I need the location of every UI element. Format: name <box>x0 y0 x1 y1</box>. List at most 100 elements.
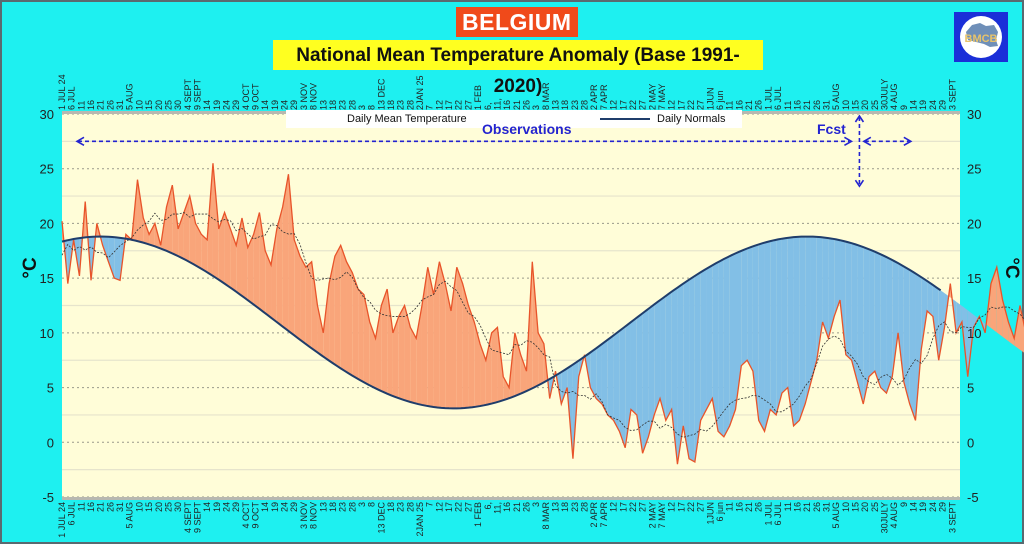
x-tick-label-bottom: 23 <box>338 502 348 512</box>
anomaly-warm-fill <box>503 376 510 401</box>
anomaly-warm-fill <box>149 223 155 247</box>
x-tick-label-top: 8 MAR <box>541 82 551 110</box>
anomaly-warm-fill <box>183 196 190 263</box>
y-tick-label-left: 5 <box>47 381 54 396</box>
x-tick-label-bottom: 27 <box>638 502 648 512</box>
anomaly-cold-fill <box>114 237 121 281</box>
x-tick-label-top: 28 <box>347 100 357 110</box>
anomaly-cold-fill <box>851 243 858 383</box>
x-tick-label-bottom: 31 <box>115 502 125 512</box>
x-tick-label-top: 20 <box>860 100 870 110</box>
x-tick-label-top: 27 <box>696 100 706 110</box>
x-tick-label-top: 18 <box>386 100 396 110</box>
x-tick-label-top: 11 <box>76 101 86 110</box>
x-tick-label-top: 1 FEB <box>473 85 483 110</box>
anomaly-warm-fill <box>230 228 237 292</box>
anomaly-cold-fill <box>683 279 690 459</box>
x-tick-label-bottom: 16 <box>734 502 744 512</box>
x-tick-label-top: 7 APR <box>599 84 609 110</box>
x-tick-label-bottom: 11, <box>492 502 502 514</box>
x-tick-label-top: 25 <box>163 100 173 110</box>
arrow-head-down <box>854 179 865 188</box>
x-tick-label-bottom: 7 APR <box>599 502 609 528</box>
x-tick-label-top: 17 <box>676 100 686 110</box>
chart-title: National Mean Temperature Anomaly (Base … <box>273 40 763 97</box>
period-arrows <box>75 114 913 188</box>
anomaly-cold-fill <box>642 308 649 454</box>
daily-mean-line <box>61 163 1024 465</box>
anomaly-cold-fill <box>648 304 655 437</box>
x-tick-label-bottom: 2JAN 25 <box>415 502 425 537</box>
anomaly-warm-fill <box>305 261 312 349</box>
x-tick-label-bottom: 9 OCT <box>251 502 261 529</box>
anomaly-cold-fill <box>700 268 707 421</box>
x-tick-label-bottom: 10 <box>841 502 851 512</box>
anomaly-cold-fill <box>810 236 817 383</box>
x-tick-label-top: 25 <box>870 100 880 110</box>
legend-box <box>286 110 742 128</box>
anomaly-warm-fill <box>387 289 393 397</box>
anomaly-cold-fill <box>706 265 713 410</box>
anomaly-cold-fill <box>828 238 835 339</box>
x-tick-label-top: 26 <box>105 100 115 110</box>
x-tick-label-bottom: 25 <box>870 502 880 512</box>
x-tick-label-bottom: 21 <box>512 502 522 512</box>
x-tick-label-bottom: 24 <box>928 502 938 512</box>
x-tick-label-top: 13 <box>318 100 328 110</box>
anomaly-cold-fill <box>677 283 684 465</box>
y-tick-label-right: -5 <box>967 490 979 505</box>
x-tick-label-top: 3 <box>357 105 367 110</box>
y-tick-label-right: 30 <box>967 107 981 122</box>
x-tick-label-top: 21 <box>744 100 754 110</box>
x-tick-label-top: 8 <box>367 105 377 110</box>
legend-daily-mean: Daily Mean Temperature <box>347 113 467 125</box>
x-tick-label-bottom: 1 FEB <box>473 502 483 527</box>
x-tick-label-top: 31 <box>821 100 831 110</box>
x-tick-label-bottom: 16 <box>792 502 802 512</box>
anomaly-warm-fill <box>485 332 492 405</box>
anomaly-warm-fill <box>137 179 144 243</box>
x-tick-label-bottom: 23 <box>570 502 580 512</box>
anomaly-warm-fill <box>317 305 324 357</box>
anomaly-cold-fill <box>787 237 794 426</box>
x-tick-label-top: 9 SEPT <box>192 78 202 110</box>
x-tick-label-bottom: 21 <box>96 502 106 512</box>
anomaly-cold-fill <box>596 344 602 404</box>
anomaly-cold-fill <box>857 245 864 404</box>
bmcb-logo-mark: BMCB <box>960 16 1002 58</box>
x-tick-label-top: 2 MAY <box>647 84 657 110</box>
x-tick-label-top: 26 <box>812 100 822 110</box>
x-tick-label-bottom: 29 <box>289 502 299 512</box>
x-tick-label-top: 11 <box>783 101 793 110</box>
anomaly-warm-fill <box>172 185 179 257</box>
x-tick-label-top: 30 <box>173 100 183 110</box>
x-tick-label-top: 16 <box>792 100 802 110</box>
anomaly-cold-fill <box>665 291 672 421</box>
x-tick-label-bottom: 21 <box>744 502 754 512</box>
x-tick-label-bottom: 6 JUL <box>773 502 783 526</box>
anomaly-warm-fill <box>398 305 405 401</box>
y-tick-label-right: 0 <box>967 435 974 450</box>
running-mean-line <box>61 212 1024 438</box>
x-tick-label-bottom: 18 <box>386 502 396 512</box>
x-tick-label-top: 18 <box>328 100 338 110</box>
y-tick-label-right: 20 <box>967 216 981 231</box>
x-tick-label-top: 12 <box>609 100 619 110</box>
x-tick-label-bottom: 21 <box>802 502 812 512</box>
x-tick-label-top: 15 <box>850 100 860 110</box>
anomaly-cold-fill <box>747 246 753 372</box>
y-tick-label-right: 10 <box>967 326 981 341</box>
anomaly-cold-fill <box>607 335 614 421</box>
anomaly-cold-fill <box>712 262 719 432</box>
x-tick-label-bottom: 28 <box>580 502 590 512</box>
x-tick-label-bottom: 22 <box>454 502 464 512</box>
country-title: BELGIUM <box>456 7 578 37</box>
anomaly-cold-fill <box>874 251 881 388</box>
x-tick-label-top: 7 <box>425 105 435 110</box>
anomaly-cold-fill <box>741 248 748 366</box>
x-tick-label-top: 24 <box>928 100 938 110</box>
anomaly-warm-fill <box>1019 305 1024 353</box>
anomaly-warm-fill <box>1002 300 1009 342</box>
anomaly-cold-fill <box>834 239 841 317</box>
anomaly-cold-fill <box>613 330 620 432</box>
